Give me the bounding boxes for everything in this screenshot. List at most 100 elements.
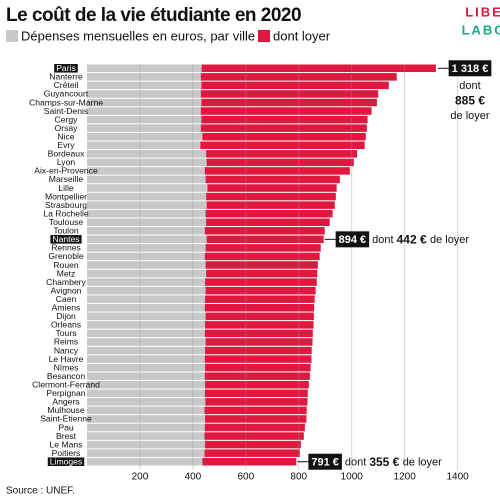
bar-segment xyxy=(87,124,201,132)
category-label: Rouen xyxy=(53,260,79,270)
bar-segment xyxy=(87,398,206,406)
bar-segment xyxy=(205,415,307,423)
bar-segment xyxy=(201,81,389,90)
bar-segment xyxy=(205,295,315,303)
annotation-rent: 355 € xyxy=(369,455,399,469)
bar-segment xyxy=(87,321,206,329)
bar-segment xyxy=(87,115,202,124)
bar-segment xyxy=(87,295,206,303)
category-label: Lille xyxy=(58,183,74,193)
category-label: Reims xyxy=(54,337,78,347)
category-label: Caen xyxy=(56,294,77,304)
bar-segment xyxy=(205,346,312,355)
bar-segment xyxy=(204,167,350,175)
bar-segment xyxy=(87,244,206,252)
x-tick-label: 400 xyxy=(185,472,202,483)
bar-segment xyxy=(204,304,315,312)
bar-segment xyxy=(207,184,337,192)
bar-segment xyxy=(87,158,207,167)
bar-segment xyxy=(87,261,206,269)
bar-segment xyxy=(205,286,316,295)
category-label: Nice xyxy=(57,131,74,141)
category-label: Metz xyxy=(57,268,76,278)
legend-label: dont loyer xyxy=(273,28,331,43)
bar-segment xyxy=(87,338,206,346)
bar-segment xyxy=(205,209,333,218)
highlight-box xyxy=(47,457,85,466)
bar-segment xyxy=(87,218,207,226)
chart-title: Le coût de la vie étudiante en 2020 xyxy=(6,5,301,26)
category-label: Orleans xyxy=(51,320,81,330)
annotation-box xyxy=(308,453,342,470)
category-label: Mulhouse xyxy=(47,405,84,415)
category-label: Le Mans xyxy=(50,439,83,449)
bar-segment xyxy=(87,312,206,321)
bar-segment xyxy=(204,252,320,261)
bar-segment xyxy=(205,321,314,329)
bar-segment xyxy=(200,73,397,81)
annotation-box xyxy=(448,60,492,77)
logo: LABO xyxy=(462,22,500,37)
bar-segment xyxy=(204,432,304,440)
annotation-rent: 442 € xyxy=(397,233,427,247)
bar-segment xyxy=(205,312,314,321)
annotation-box xyxy=(335,231,370,248)
bar-segment xyxy=(87,406,205,415)
category-label: Angers xyxy=(52,397,79,407)
annotation-total: 894 € xyxy=(339,234,367,246)
bar-segment xyxy=(205,363,311,372)
bar-segment xyxy=(87,150,207,158)
logo: LIBE xyxy=(465,4,500,19)
bar-segment xyxy=(205,440,301,449)
bar-segment xyxy=(87,355,205,363)
bar-segment xyxy=(87,457,203,466)
bar-segment xyxy=(205,380,309,389)
category-label: Pau xyxy=(58,422,74,432)
bar-segment xyxy=(206,201,335,209)
bar-segment xyxy=(204,372,310,380)
bar-segment xyxy=(200,124,367,132)
category-label: Saint-Etienne xyxy=(40,414,92,424)
bar-segment xyxy=(87,380,206,389)
legend-label: Dépenses mensuelles en euros, par ville xyxy=(21,28,255,43)
category-label: Avignon xyxy=(51,285,82,295)
bar-segment xyxy=(87,201,207,209)
bar-segment xyxy=(87,192,207,201)
bar-segment xyxy=(202,132,366,141)
category-label: Orsay xyxy=(55,123,79,133)
bar-segment xyxy=(205,278,317,286)
bar-segment xyxy=(204,227,325,235)
bar-segment xyxy=(87,423,205,432)
bar-segment xyxy=(206,235,324,244)
source: Source : UNEF. xyxy=(6,486,75,497)
bar-segment xyxy=(87,363,206,372)
category-label: Guyancourt xyxy=(44,89,89,99)
bar-segment xyxy=(87,269,207,278)
category-label: Bordeaux xyxy=(48,149,85,159)
bar-segment xyxy=(206,150,357,158)
bar-segment xyxy=(87,389,205,398)
category-label: Saint-Denis xyxy=(44,106,88,116)
bar-segment xyxy=(87,252,205,261)
highlight-box xyxy=(50,235,82,244)
category-label: Evry xyxy=(57,140,75,150)
x-tick-label: 1000 xyxy=(341,472,364,483)
annotation-text: dont xyxy=(459,80,480,92)
bar-segment xyxy=(87,227,205,235)
bar-segment xyxy=(87,346,206,355)
bar-segment xyxy=(200,107,372,115)
bar-segment xyxy=(205,175,340,184)
bar-segment xyxy=(87,432,205,440)
bar-segment xyxy=(87,184,208,192)
bar-segment xyxy=(200,141,365,150)
bar-segment xyxy=(87,107,201,115)
bar-segment xyxy=(204,355,312,363)
bar-segment xyxy=(202,457,297,466)
bar-segment xyxy=(87,175,206,184)
bar-segment xyxy=(87,286,206,295)
category-label: Lyon xyxy=(57,157,76,167)
category-label: Cergy xyxy=(55,114,79,124)
category-label: Besancon xyxy=(47,371,85,381)
category-label: Nîmes xyxy=(54,362,79,372)
bar-segment xyxy=(205,244,321,252)
